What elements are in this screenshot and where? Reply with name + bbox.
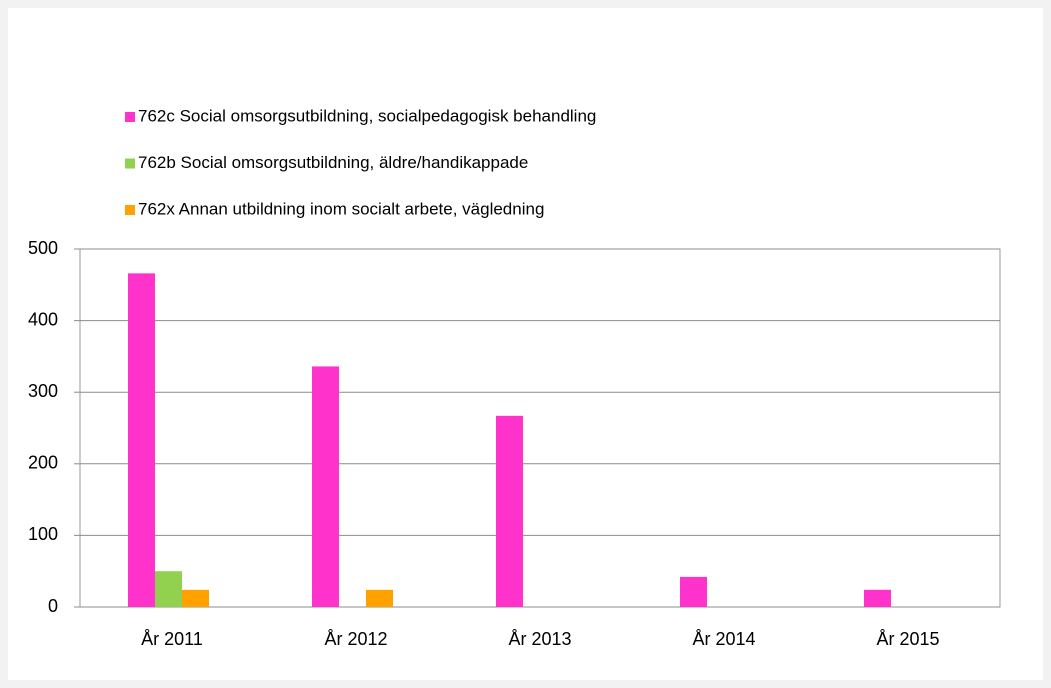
legend-label: 762c Social omsorgsutbildning, socialped…: [138, 106, 596, 125]
y-tick-label: 200: [28, 453, 58, 473]
y-tick-label: 500: [28, 238, 58, 258]
bar: [128, 273, 155, 607]
bar: [496, 415, 523, 607]
y-tick-label: 300: [28, 381, 58, 401]
x-tick-label: År 2015: [876, 629, 939, 649]
bar: [680, 576, 707, 607]
bar: [312, 366, 339, 607]
legend-label: 762x Annan utbildning inom socialt arbet…: [138, 199, 544, 218]
x-tick-label: År 2012: [324, 629, 387, 649]
legend-swatch: [125, 158, 135, 169]
bar: [182, 589, 209, 607]
x-tick-label: År 2014: [692, 629, 755, 649]
legend: 762c Social omsorgsutbildning, socialped…: [125, 106, 596, 218]
x-tick-label: År 2013: [508, 629, 571, 649]
y-tick-label: 0: [48, 596, 58, 616]
legend-label: 762b Social omsorgsutbildning, äldre/han…: [138, 153, 528, 172]
bar: [155, 571, 182, 607]
chart-panel: [8, 8, 1043, 680]
y-tick-label: 100: [28, 524, 58, 544]
bar: [366, 589, 393, 607]
y-tick-label: 400: [28, 309, 58, 329]
x-tick-label: År 2011: [141, 629, 203, 649]
legend-swatch: [125, 205, 135, 215]
bar: [864, 589, 891, 607]
legend-swatch: [125, 112, 135, 122]
